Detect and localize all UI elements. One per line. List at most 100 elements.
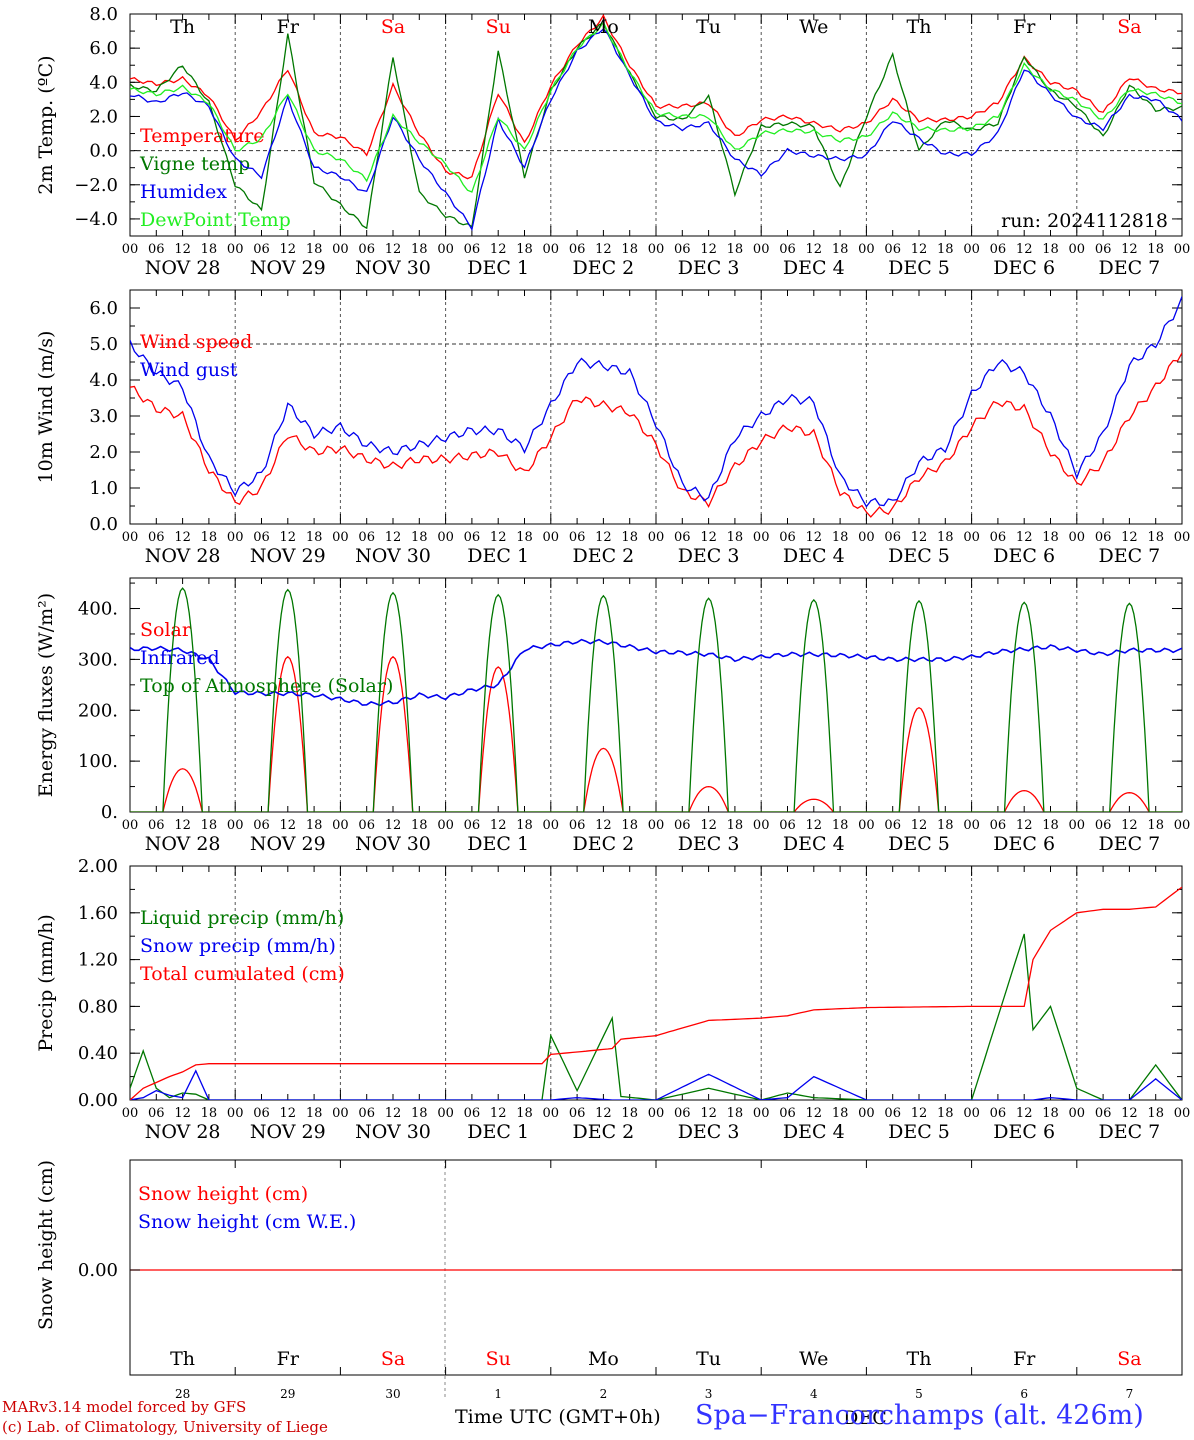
legend-entry: Top of Atmosphere (Solar) [140, 675, 393, 697]
model-credit: MARv3.14 model forced by GFS [2, 1398, 247, 1416]
series-line-temp-3 [130, 20, 1182, 193]
hour-tick-label: 06 [358, 818, 375, 833]
hour-tick-label: 18 [516, 530, 533, 545]
hour-tick-label: 18 [727, 1106, 744, 1121]
hour-tick-label: 12 [174, 242, 191, 257]
series-line-temp-1 [130, 22, 1182, 230]
legend-entry: Snow height (cm W.E.) [138, 1211, 356, 1233]
station-title: Spa−Francorchamps (alt. 426m) [695, 1400, 1144, 1431]
date-label: NOV 28 [145, 1121, 221, 1143]
date-label: DEC 6 [993, 545, 1055, 567]
legend-entry: Infrared [140, 647, 220, 669]
date-label: NOV 29 [250, 545, 326, 567]
hour-tick-label: 18 [727, 242, 744, 257]
date-label: DEC 6 [993, 1121, 1055, 1143]
hour-tick-label: 12 [806, 530, 823, 545]
hour-tick-label: 06 [148, 818, 165, 833]
hour-tick-label: 12 [385, 818, 402, 833]
y-tick-label: 0.00 [78, 1090, 118, 1111]
y-tick-label: 0.00 [78, 1260, 118, 1281]
date-label: DEC 2 [573, 833, 635, 855]
y-axis-label: 10m Wind (m/s) [35, 331, 57, 484]
hour-tick-label: 00 [753, 818, 770, 833]
hour-tick-label: 18 [621, 818, 638, 833]
date-label: DEC 3 [678, 545, 740, 567]
legend-entry: Snow precip (mm/h) [140, 935, 336, 957]
hour-tick-label: 00 [648, 242, 665, 257]
date-label: DEC 7 [1099, 257, 1161, 279]
series-line-wind-0 [130, 352, 1182, 518]
y-axis-label: Energy fluxes (W/m²) [35, 593, 57, 797]
hour-tick-label: 06 [253, 1106, 270, 1121]
hour-tick-label: 06 [464, 818, 481, 833]
hour-tick-label: 06 [358, 242, 375, 257]
hour-tick-label: 12 [1016, 1106, 1033, 1121]
hour-tick-label: 12 [490, 818, 507, 833]
day-number-label: 5 [915, 1387, 923, 1401]
hour-tick-label: 06 [1095, 242, 1112, 257]
y-tick-label: −2.0 [74, 175, 118, 196]
legend-entry: DewPoint Temp [140, 209, 291, 231]
hour-tick-label: 12 [911, 242, 928, 257]
hour-tick-label: 00 [122, 818, 139, 833]
day-number-label: 3 [705, 1387, 713, 1401]
hour-tick-label: 00 [753, 530, 770, 545]
hour-tick-label: 00 [122, 1106, 139, 1121]
hour-tick-label: 06 [990, 818, 1007, 833]
legend-entry: Snow height (cm) [138, 1183, 308, 1205]
hour-tick-label: 12 [806, 818, 823, 833]
hour-tick-label: 06 [779, 818, 796, 833]
hour-tick-label: 00 [227, 530, 244, 545]
hour-tick-label: 18 [306, 818, 323, 833]
hour-tick-label: 06 [1095, 1106, 1112, 1121]
weekday-label: Fr [1013, 1348, 1036, 1370]
hour-tick-label: 18 [621, 1106, 638, 1121]
y-tick-label: 0. [101, 802, 118, 823]
hour-tick-label: 18 [727, 530, 744, 545]
hour-tick-label: 12 [1121, 818, 1138, 833]
y-tick-label: 2.0 [89, 106, 118, 127]
date-label: DEC 4 [783, 545, 845, 567]
hour-tick-label: 18 [306, 242, 323, 257]
hour-tick-label: 12 [490, 1106, 507, 1121]
hour-tick-label: 06 [569, 242, 586, 257]
hour-tick-label: 12 [911, 818, 928, 833]
hour-tick-label: 00 [963, 1106, 980, 1121]
date-label: DEC 2 [573, 1121, 635, 1143]
hour-tick-label: 00 [437, 530, 454, 545]
hour-tick-label: 00 [227, 818, 244, 833]
weekday-label: Sa [381, 1348, 405, 1370]
hour-tick-label: 18 [516, 818, 533, 833]
date-label: DEC 2 [573, 545, 635, 567]
weekday-label: We [799, 16, 828, 38]
day-number-label: 29 [280, 1387, 295, 1401]
hour-tick-label: 18 [621, 242, 638, 257]
day-number-label: 7 [1126, 1387, 1134, 1401]
month-label: DEC [843, 1407, 887, 1429]
hour-tick-label: 00 [753, 242, 770, 257]
hour-tick-label: 00 [122, 242, 139, 257]
weekday-label: Fr [277, 1348, 300, 1370]
weekday-label: Sa [381, 16, 405, 38]
hour-tick-label: 18 [201, 530, 218, 545]
hour-tick-label: 06 [674, 530, 691, 545]
weekday-label: We [799, 1348, 828, 1370]
hour-tick-label: 06 [1095, 530, 1112, 545]
hour-tick-label: 06 [253, 530, 270, 545]
y-tick-label: 0.0 [89, 514, 118, 535]
hour-tick-label: 00 [332, 818, 349, 833]
hour-tick-label: 06 [253, 818, 270, 833]
hour-tick-label: 12 [595, 242, 612, 257]
date-label: DEC 3 [678, 833, 740, 855]
hour-tick-label: 06 [148, 1106, 165, 1121]
hour-tick-label: 00 [332, 242, 349, 257]
hour-tick-label: 18 [621, 530, 638, 545]
day-number-label: 2 [600, 1387, 608, 1401]
hour-tick-label: 00 [227, 1106, 244, 1121]
y-tick-label: 1.0 [89, 478, 118, 499]
hour-tick-label: 18 [1042, 1106, 1059, 1121]
date-label: NOV 28 [145, 833, 221, 855]
date-label: DEC 4 [783, 257, 845, 279]
hour-tick-label: 18 [516, 242, 533, 257]
date-label: DEC 3 [678, 1121, 740, 1143]
